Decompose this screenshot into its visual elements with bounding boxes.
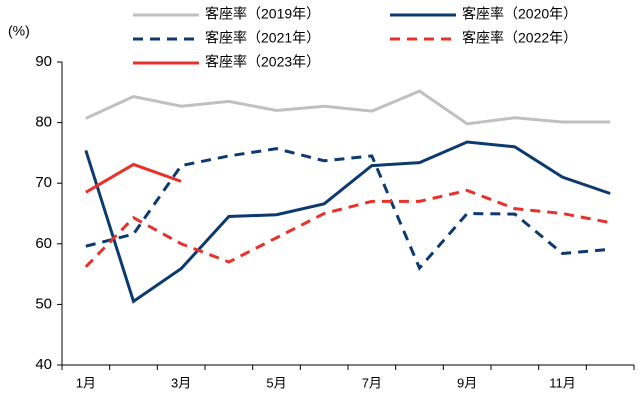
y-tick-label: 80: [35, 114, 52, 131]
x-tick-label: 1月: [76, 375, 96, 390]
legend-label: 客座率（2020年）: [462, 6, 577, 22]
y-tick-label: 70: [35, 174, 52, 191]
x-tick-label: 5月: [266, 375, 286, 390]
series-line: [85, 89, 611, 126]
y-tick-label: 60: [35, 235, 52, 252]
y-unit: (%): [8, 23, 30, 39]
y-tick-label: 50: [35, 295, 52, 312]
x-tick-label: 3月: [171, 375, 191, 390]
legend-label: 客座率（2022年）: [462, 30, 577, 46]
series-line: [84, 188, 611, 268]
x-tick-label: 7月: [362, 375, 382, 390]
x-tick-label: 11月: [549, 375, 576, 390]
y-tick-label: 90: [35, 53, 52, 70]
series-line: [84, 140, 611, 304]
legend-label: 客座率（2023年）: [205, 54, 320, 70]
x-tick-label: 9月: [457, 375, 477, 390]
series-line: [85, 162, 182, 194]
legend-label: 客座率（2019年）: [205, 6, 320, 22]
series-line: [85, 147, 611, 271]
y-tick-label: 40: [35, 356, 52, 373]
legend-label: 客座率（2021年）: [205, 30, 320, 46]
